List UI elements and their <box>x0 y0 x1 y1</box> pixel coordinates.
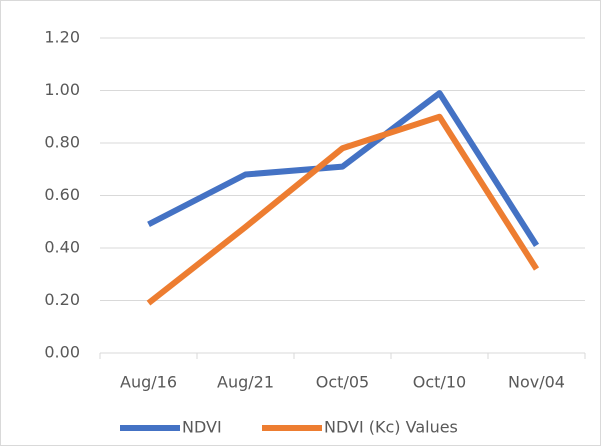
y-tick-label: 1.20 <box>44 28 80 47</box>
y-tick-label: 0.80 <box>44 133 80 152</box>
y-tick-label: 0.00 <box>44 343 80 362</box>
x-tick-label: Oct/10 <box>413 373 466 392</box>
x-tick-label: Aug/21 <box>217 373 274 392</box>
y-tick-label: 0.20 <box>44 290 80 309</box>
series-line <box>146 113 540 306</box>
legend-label: NDVI <box>182 418 222 437</box>
y-tick-label: 1.00 <box>44 80 80 99</box>
y-tick-label: 0.40 <box>44 238 80 257</box>
legend-label: NDVI (Kc) Values <box>324 418 458 437</box>
x-tick-label: Oct/05 <box>316 373 369 392</box>
series-line <box>147 90 540 247</box>
y-tick-label: 0.60 <box>44 185 80 204</box>
x-tick-label: Aug/16 <box>120 373 177 392</box>
x-tick-label: Nov/04 <box>508 373 565 392</box>
